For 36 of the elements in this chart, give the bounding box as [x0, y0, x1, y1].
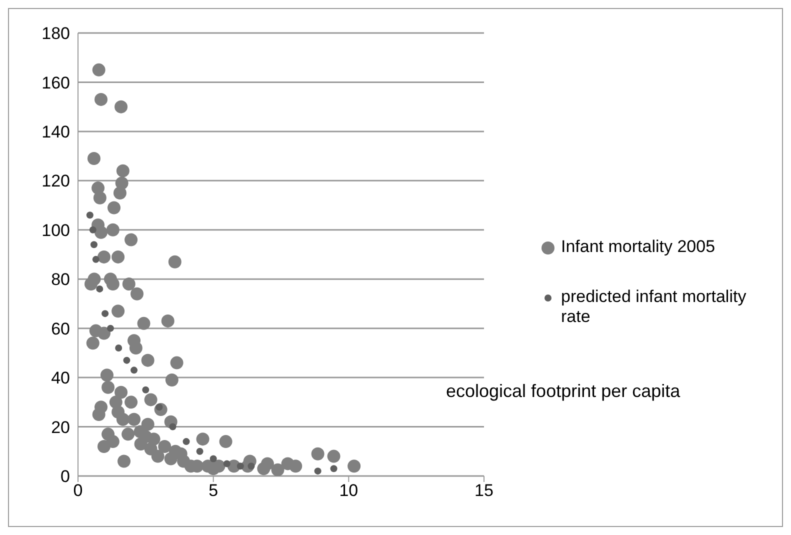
point: [115, 344, 122, 352]
point: [123, 356, 130, 364]
point: [223, 460, 230, 468]
point: [130, 366, 138, 374]
point: [236, 462, 244, 470]
y-tick-label: 0: [60, 467, 70, 486]
point: [210, 455, 217, 462]
point: [92, 256, 100, 263]
y-tick-label: 120: [42, 172, 70, 191]
point: [86, 212, 94, 219]
legend-label: Infant mortality 2005: [561, 237, 716, 257]
y-tick-label: 40: [51, 368, 70, 388]
point: [89, 226, 96, 234]
y-tick-label: 180: [42, 24, 70, 44]
y-tick-label: 100: [42, 220, 70, 240]
y-tick-label: 80: [51, 270, 70, 290]
point: [142, 386, 150, 394]
point: [182, 438, 190, 446]
legend-label: predicted infant mortality rate: [561, 287, 748, 327]
point: [169, 423, 176, 430]
y-tick-label: 160: [42, 73, 70, 92]
point: [90, 241, 98, 248]
point: [196, 448, 204, 455]
point: [314, 468, 322, 475]
point: [106, 324, 114, 332]
y-tick-label: 140: [42, 122, 70, 142]
point: [102, 310, 109, 318]
x-tick-label: 5: [208, 481, 218, 500]
y-tick-label: 60: [51, 319, 70, 338]
x-tick-label: 10: [339, 481, 358, 500]
x-tick-label: 15: [474, 481, 494, 500]
y-tick-label: 20: [51, 418, 70, 437]
point: [330, 465, 338, 472]
x-axis-title: ecological footprint per capita: [446, 381, 680, 402]
x-tick-label: 0: [73, 481, 83, 500]
point: [96, 285, 104, 292]
